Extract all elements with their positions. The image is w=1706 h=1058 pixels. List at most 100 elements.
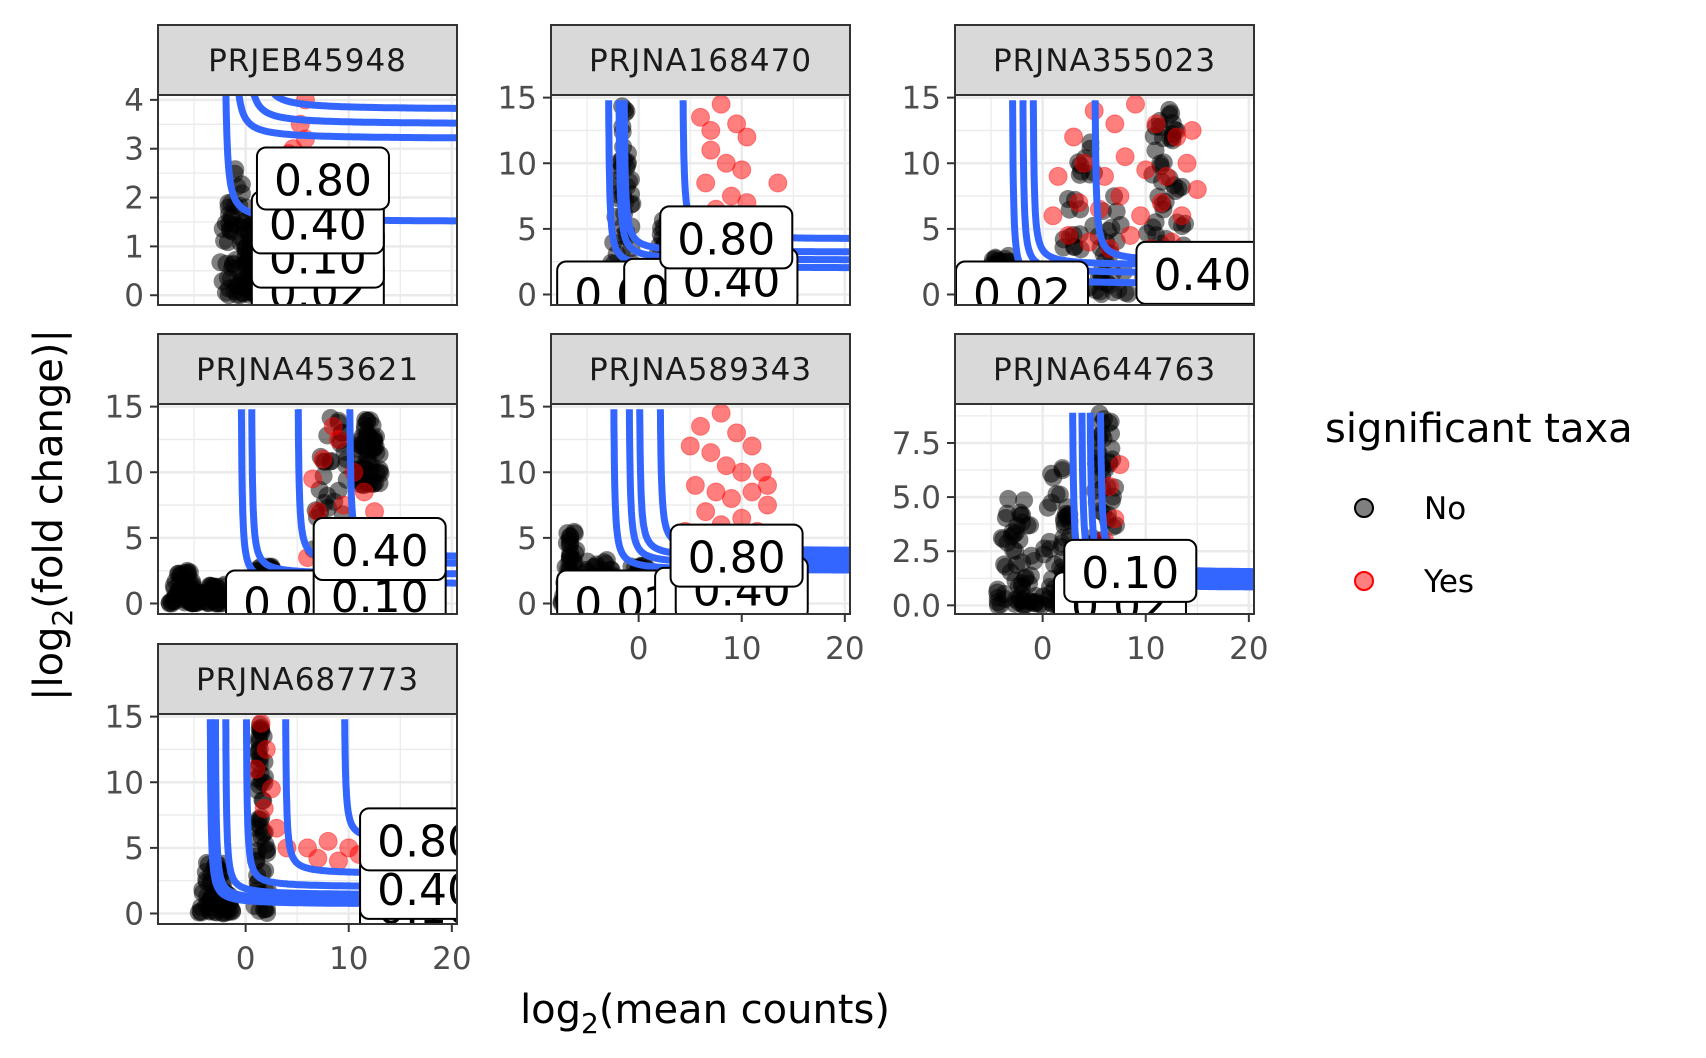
panel-PRJNA355023: PRJNA3550230.020.100.40051015	[902, 25, 1275, 360]
y-tick-label: 15	[902, 81, 941, 117]
y-tick-label: 15	[498, 81, 537, 117]
point-yes	[759, 496, 777, 514]
y-tick-label: 5	[517, 521, 537, 557]
x-tick-label: 20	[825, 631, 864, 667]
point-yes	[1111, 456, 1129, 474]
point-no	[161, 594, 179, 612]
point-yes	[329, 852, 347, 870]
point-yes	[262, 780, 280, 798]
point-yes	[1065, 128, 1083, 146]
point-yes	[686, 476, 704, 494]
y-tick-label: 15	[105, 700, 144, 736]
point-no	[1002, 563, 1020, 581]
point-no	[1102, 413, 1120, 431]
curve-label: 0.02	[956, 262, 1088, 324]
point-yes	[702, 444, 720, 462]
strip-label: PRJNA453621	[196, 352, 419, 388]
point-yes	[319, 832, 337, 850]
curve-label: 0.80	[360, 808, 492, 870]
y-tick-label: 10	[105, 765, 144, 801]
point-yes	[743, 437, 761, 455]
y-axis-title: |log2(fold change)|	[26, 329, 79, 701]
point-yes	[733, 161, 751, 179]
y-tick-label: 0	[124, 897, 144, 933]
curve-label: 0.80	[660, 206, 792, 268]
point-yes	[1070, 194, 1088, 212]
point-no	[1022, 567, 1040, 585]
strip-label: PRJNA687773	[196, 662, 419, 698]
point-yes	[1132, 207, 1150, 225]
point-yes	[692, 417, 710, 435]
panel-PRJNA453621: PRJNA4536210.020.100.40051015	[105, 334, 478, 669]
point-yes	[324, 417, 342, 435]
y-tick-label: 5	[124, 831, 144, 867]
curve-label: 0.40	[314, 518, 446, 580]
point-no	[213, 904, 231, 922]
point-yes	[355, 483, 373, 501]
y-tick-label: 5	[124, 521, 144, 557]
x-axis-title: log2(mean counts)	[520, 987, 890, 1040]
legend-no-key	[1355, 499, 1373, 517]
point-no	[1162, 104, 1180, 122]
y-tick-label: 0	[517, 587, 537, 623]
point-yes	[1059, 226, 1077, 244]
point-yes	[1157, 167, 1175, 185]
point-yes	[697, 503, 715, 521]
point-yes	[1188, 181, 1206, 199]
y-tick-label: 7.5	[892, 426, 941, 462]
curve-label-text: 0.02	[973, 270, 1071, 321]
point-yes	[728, 424, 746, 442]
point-no	[997, 509, 1015, 527]
point-no	[1108, 203, 1126, 221]
x-tick-label: 10	[329, 941, 368, 977]
curve-label-text: 0.80	[274, 155, 372, 206]
y-tick-label: 10	[902, 146, 941, 182]
curve-label-text: 0.80	[688, 533, 786, 584]
legend-no-label: No	[1424, 491, 1466, 527]
point-yes	[1106, 510, 1124, 528]
y-tick-label: 0.0	[892, 588, 941, 624]
point-no	[318, 487, 336, 505]
curve-label-text: 0.80	[677, 214, 775, 265]
curve-label-text: 0.40	[377, 865, 475, 916]
y-tick-label: 10	[498, 455, 537, 491]
strip-label: PRJNA589343	[589, 352, 812, 388]
x-tick-label: 0	[1033, 631, 1053, 667]
point-no	[1033, 596, 1051, 614]
y-tick-label: 0	[124, 587, 144, 623]
legend-title: significant taxa	[1325, 406, 1633, 452]
strip-label: PRJNA355023	[993, 43, 1216, 79]
y-tick-label: 1	[124, 229, 144, 265]
strip-label: PRJNA644763	[993, 352, 1216, 388]
point-yes	[712, 404, 730, 422]
x-tick-label: 0	[629, 631, 649, 667]
point-yes	[1049, 167, 1067, 185]
point-no	[1042, 494, 1060, 512]
curve-label: 0.80	[257, 147, 389, 209]
panel-PRJEB45948: PRJEB45948 0.020.100.400.80 0 1 2 3 4	[124, 25, 477, 344]
point-yes	[268, 819, 286, 837]
point-no	[1053, 459, 1071, 477]
x-tick-label: 20	[432, 941, 471, 977]
y-tick-label: 2	[124, 181, 144, 217]
point-no	[1045, 555, 1063, 573]
y-tick-label: 0	[124, 278, 144, 314]
point-yes	[1178, 154, 1196, 172]
point-yes	[257, 740, 275, 758]
point-yes	[255, 800, 273, 818]
legend-yes-key	[1355, 572, 1373, 590]
legend-yes-label: Yes	[1423, 564, 1474, 600]
x-tick-label: 20	[1229, 631, 1268, 667]
point-yes	[304, 470, 322, 488]
point-yes	[738, 128, 756, 146]
panel-PRJNA589343: PRJNA5893430.020.100.400.8005101501020	[498, 334, 871, 669]
point-yes	[759, 476, 777, 494]
point-yes	[702, 141, 720, 159]
point-no	[192, 593, 210, 611]
point-yes	[1121, 226, 1139, 244]
legend: significant taxa No Yes	[1325, 406, 1633, 600]
point-yes	[1044, 207, 1062, 225]
y-tick-label: 0	[517, 278, 537, 314]
y-tick-label: 3	[124, 132, 144, 168]
